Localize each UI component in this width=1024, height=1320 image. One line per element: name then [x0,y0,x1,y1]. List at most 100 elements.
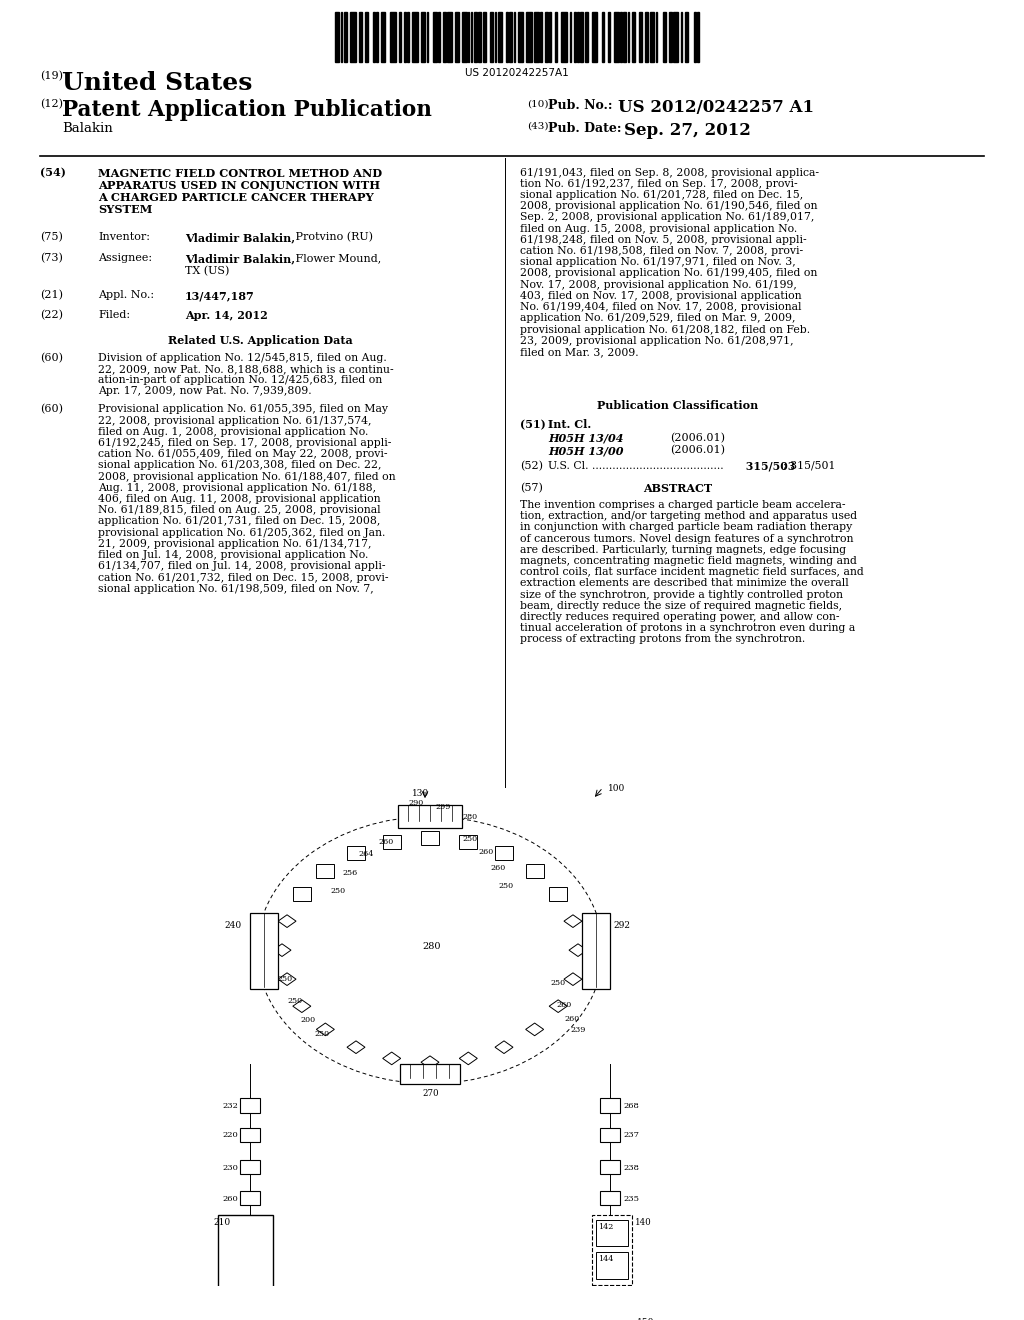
Bar [639,12,642,62]
Text: Division of application No. 12/545,815, filed on Aug.: Division of application No. 12/545,815, … [98,352,387,363]
Bar [664,12,666,62]
Bar [582,913,610,989]
Text: 237: 237 [623,1131,639,1139]
Bar [390,12,395,62]
Bar [596,1220,628,1246]
Text: (75): (75) [40,232,62,243]
Bar [381,12,385,62]
Text: application No. 61/201,731, filed on Dec. 15, 2008,: application No. 61/201,731, filed on Dec… [98,516,380,527]
Bar [570,12,571,62]
Text: Pub. Date:: Pub. Date: [548,121,622,135]
Bar [482,12,485,62]
Text: (2006.01): (2006.01) [670,433,725,444]
Text: Filed:: Filed: [98,310,130,319]
Polygon shape [421,1056,439,1069]
Text: Patent Application Publication: Patent Application Publication [62,99,432,121]
Text: (19): (19) [40,71,63,82]
Text: 140: 140 [635,1218,651,1228]
Text: size of the synchrotron, provide a tightly controlled proton: size of the synchrotron, provide a tight… [520,590,843,599]
Bar [495,12,496,62]
Bar [432,12,437,62]
Bar [509,12,512,62]
Bar [600,1127,620,1142]
Bar [514,12,515,62]
Text: 22, 2009, now Pat. No. 8,188,688, which is a continu-: 22, 2009, now Pat. No. 8,188,688, which … [98,364,393,374]
Text: 142: 142 [598,1224,613,1232]
Bar [585,1315,635,1320]
Bar [650,12,654,62]
Text: Pub. No.:: Pub. No.: [548,99,612,112]
Text: Publication Classification: Publication Classification [597,400,759,411]
Bar [478,12,481,62]
Bar [608,12,610,62]
Text: 239: 239 [570,1026,586,1034]
Text: (12): (12) [40,99,63,110]
Bar [460,836,477,849]
Text: ABSTRACT: ABSTRACT [643,483,713,495]
Text: 100: 100 [608,784,626,793]
Text: control coils, flat surface incident magnetic field surfaces, and: control coils, flat surface incident mag… [520,568,864,577]
Bar [427,12,428,62]
Text: 232: 232 [222,1102,238,1110]
Bar [462,12,467,62]
Bar [341,12,342,62]
Text: 292: 292 [613,921,630,929]
Text: Provisional application No. 61/055,395, filed on May: Provisional application No. 61/055,395, … [98,404,388,414]
Polygon shape [569,944,587,957]
Text: (10): (10) [527,99,549,108]
Text: 210: 210 [213,1218,230,1228]
Text: 260: 260 [478,847,494,855]
Bar [685,12,688,62]
Bar [490,12,494,62]
Bar [442,12,445,62]
Bar [347,846,365,859]
Bar [541,12,542,62]
Bar [438,12,440,62]
Text: 2008, provisional application No. 61/199,405, filed on: 2008, provisional application No. 61/199… [520,268,817,279]
Text: cation No. 61/201,732, filed on Dec. 15, 2008, provi-: cation No. 61/201,732, filed on Dec. 15,… [98,573,388,582]
Text: 13/447,187: 13/447,187 [185,290,255,301]
Text: Sep. 2, 2008, provisional application No. 61/189,017,: Sep. 2, 2008, provisional application No… [520,213,814,223]
Text: 23, 2009, provisional application No. 61/208,971,: 23, 2009, provisional application No. 61… [520,335,794,346]
Text: (57): (57) [520,483,543,494]
Text: filed on Jul. 14, 2008, provisional application No.: filed on Jul. 14, 2008, provisional appl… [98,550,369,560]
Text: sional application No. 61/198,509, filed on Nov. 7,: sional application No. 61/198,509, filed… [98,583,374,594]
Bar [614,12,618,62]
Bar [592,12,597,62]
Text: 2008, provisional application No. 61/190,546, filed on: 2008, provisional application No. 61/190… [520,201,817,211]
Bar [518,12,522,62]
Bar [600,1160,620,1175]
Text: SYSTEM: SYSTEM [98,205,153,215]
Text: 268: 268 [623,1102,639,1110]
Text: process of extracting protons from the synchrotron.: process of extracting protons from the s… [520,635,805,644]
Text: sional application No. 61/203,308, filed on Dec. 22,: sional application No. 61/203,308, filed… [98,461,382,470]
Text: Balakin: Balakin [62,121,113,135]
Text: 406, filed on Aug. 11, 2008, provisional application: 406, filed on Aug. 11, 2008, provisional… [98,494,381,504]
Polygon shape [279,915,296,928]
Text: (51): (51) [520,418,546,430]
Bar [404,12,406,62]
Bar [600,1098,620,1113]
Text: provisional application No. 61/205,362, filed on Jan.: provisional application No. 61/205,362, … [98,528,385,537]
Text: US 2012/0242257 A1: US 2012/0242257 A1 [618,99,814,116]
Bar [455,12,459,62]
Text: Sep. 27, 2012: Sep. 27, 2012 [624,121,751,139]
Bar [358,12,361,62]
Polygon shape [316,1023,335,1036]
Text: Apr. 14, 2012: Apr. 14, 2012 [185,310,267,321]
Text: (60): (60) [40,352,63,363]
Bar [377,12,378,62]
Bar [581,12,584,62]
Text: H05H 13/04: H05H 13/04 [548,433,624,444]
Text: 250: 250 [550,979,565,987]
Text: 250: 250 [462,836,477,843]
Text: 250: 250 [314,1030,329,1038]
Bar [447,12,452,62]
Text: (60): (60) [40,404,63,414]
Text: Flower Mound,: Flower Mound, [292,253,381,264]
Text: 260: 260 [556,1001,571,1008]
Text: US 20120242257A1: US 20120242257A1 [465,69,569,78]
Bar [592,1216,632,1286]
Bar [555,12,557,62]
Text: (43): (43) [527,121,549,131]
